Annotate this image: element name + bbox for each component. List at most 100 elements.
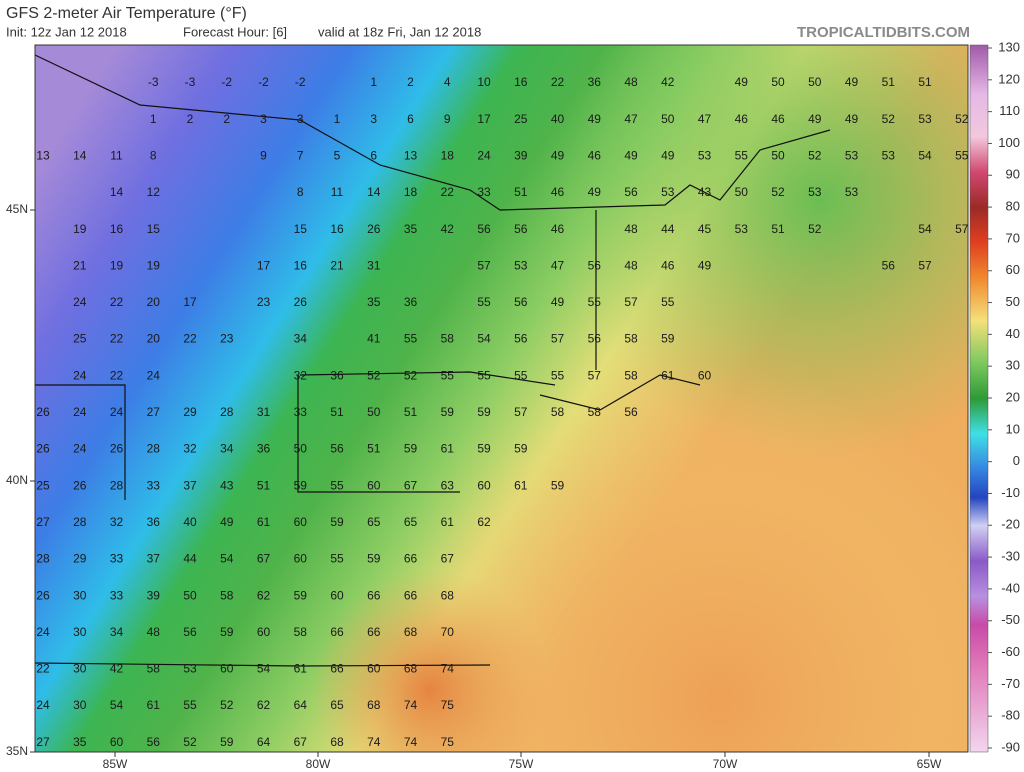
temperature-label: 46 — [588, 148, 602, 162]
temperature-label: 65 — [330, 698, 344, 712]
temperature-label: 41 — [367, 332, 381, 346]
temperature-label: 3 — [260, 112, 267, 126]
temperature-label: 58 — [220, 588, 234, 602]
temperature-label: -2 — [295, 75, 306, 89]
temperature-label: 52 — [220, 698, 234, 712]
temperature-label: 46 — [771, 112, 785, 126]
temperature-label: 44 — [661, 222, 675, 236]
temperature-label: 74 — [404, 698, 418, 712]
temperature-label: 57 — [477, 258, 491, 272]
temperature-label: 23 — [257, 295, 271, 309]
temperature-label: 9 — [444, 112, 451, 126]
temperature-label: 42 — [441, 222, 455, 236]
temperature-label: 5 — [334, 148, 341, 162]
temperature-label: 17 — [257, 258, 271, 272]
temperature-label: 46 — [551, 185, 565, 199]
colorbar-label: 0 — [1013, 453, 1020, 468]
temperature-label: 56 — [477, 222, 491, 236]
temperature-label: 21 — [330, 258, 344, 272]
temperature-label: 15 — [147, 222, 161, 236]
valid-time: valid at 18z Fri, Jan 12 2018 — [318, 24, 481, 39]
temperature-label: 49 — [588, 112, 602, 126]
temperature-label: 9 — [260, 148, 267, 162]
temperature-label: 50 — [183, 588, 197, 602]
temperature-label: 56 — [514, 222, 528, 236]
temperature-label: 59 — [477, 405, 491, 419]
temperature-label: 60 — [477, 478, 491, 492]
temperature-label: 26 — [36, 442, 50, 456]
temperature-label: 35 — [404, 222, 418, 236]
temperature-label: 59 — [367, 552, 381, 566]
temperature-label: 55 — [404, 332, 418, 346]
temperature-label: 24 — [73, 295, 87, 309]
temperature-label: 2 — [187, 112, 194, 126]
temperature-label: 55 — [514, 368, 528, 382]
temperature-label: 68 — [441, 588, 455, 602]
temperature-label: 13 — [404, 148, 418, 162]
lon-label: 70W — [713, 757, 738, 771]
temperature-label: 65 — [404, 515, 418, 529]
temperature-label: 59 — [551, 478, 565, 492]
temperature-label: 36 — [257, 442, 271, 456]
temperature-label: 55 — [441, 368, 455, 382]
temperature-label: 62 — [257, 588, 271, 602]
temperature-label: 37 — [147, 552, 161, 566]
temperature-label: 66 — [367, 625, 381, 639]
temperature-label: 61 — [294, 662, 308, 676]
temperature-label: 30 — [73, 625, 87, 639]
temperature-label: 18 — [441, 148, 455, 162]
temperature-label: 26 — [73, 478, 87, 492]
temperature-label: 67 — [404, 478, 418, 492]
colorbar-label: 120 — [998, 71, 1020, 86]
temperature-label: 56 — [330, 442, 344, 456]
temperature-label: 56 — [183, 625, 197, 639]
temperature-label: 47 — [698, 112, 712, 126]
colorbar-label: 110 — [999, 103, 1020, 118]
colorbar-label: 10 — [1006, 421, 1020, 436]
temperature-label: 66 — [330, 625, 344, 639]
temperature-label: 44 — [183, 552, 197, 566]
temperature-label: 52 — [367, 368, 381, 382]
temperature-label: 52 — [183, 735, 197, 749]
temperature-label: 16 — [330, 222, 344, 236]
temperature-label: 60 — [367, 478, 381, 492]
temperature-label: 50 — [735, 185, 749, 199]
temperature-label: 57 — [514, 405, 528, 419]
temperature-label: 61 — [257, 515, 271, 529]
temperature-label: 67 — [257, 552, 271, 566]
colorbar-label: 70 — [1006, 230, 1020, 245]
temperature-label: 16 — [294, 258, 308, 272]
temperature-label: 59 — [330, 515, 344, 529]
temperature-label: 6 — [370, 148, 377, 162]
temperature-label: 10 — [477, 75, 491, 89]
temperature-label: 29 — [73, 552, 87, 566]
temperature-label: 34 — [220, 442, 234, 456]
temperature-label: 25 — [514, 112, 528, 126]
temperature-label: 55 — [477, 295, 491, 309]
temperature-label: 26 — [36, 588, 50, 602]
temperature-label: 30 — [73, 662, 87, 676]
temperature-label: 24 — [36, 698, 50, 712]
temperature-label: -2 — [258, 75, 269, 89]
temperature-label: 24 — [73, 442, 87, 456]
temperature-label: 14 — [73, 148, 87, 162]
temperature-label: 56 — [588, 258, 602, 272]
temperature-label: 27 — [147, 405, 161, 419]
colorbar-label: -70 — [1001, 676, 1020, 691]
temperature-label: 17 — [477, 112, 491, 126]
temperature-label: 52 — [771, 185, 785, 199]
temperature-label: 11 — [110, 148, 123, 162]
temperature-label: 36 — [330, 368, 344, 382]
temperature-label: 65 — [367, 515, 381, 529]
temperature-label: 52 — [882, 112, 896, 126]
border-line — [34, 54, 831, 211]
borders — [34, 54, 831, 667]
temperature-label: 74 — [404, 735, 418, 749]
border-line — [35, 371, 556, 500]
temperature-label: 58 — [588, 405, 602, 419]
temperature-label: 70 — [441, 625, 455, 639]
temperature-label: 51 — [257, 478, 271, 492]
temperature-label: 49 — [845, 75, 859, 89]
temperature-label: 3 — [370, 112, 377, 126]
temperature-label: 60 — [257, 625, 271, 639]
